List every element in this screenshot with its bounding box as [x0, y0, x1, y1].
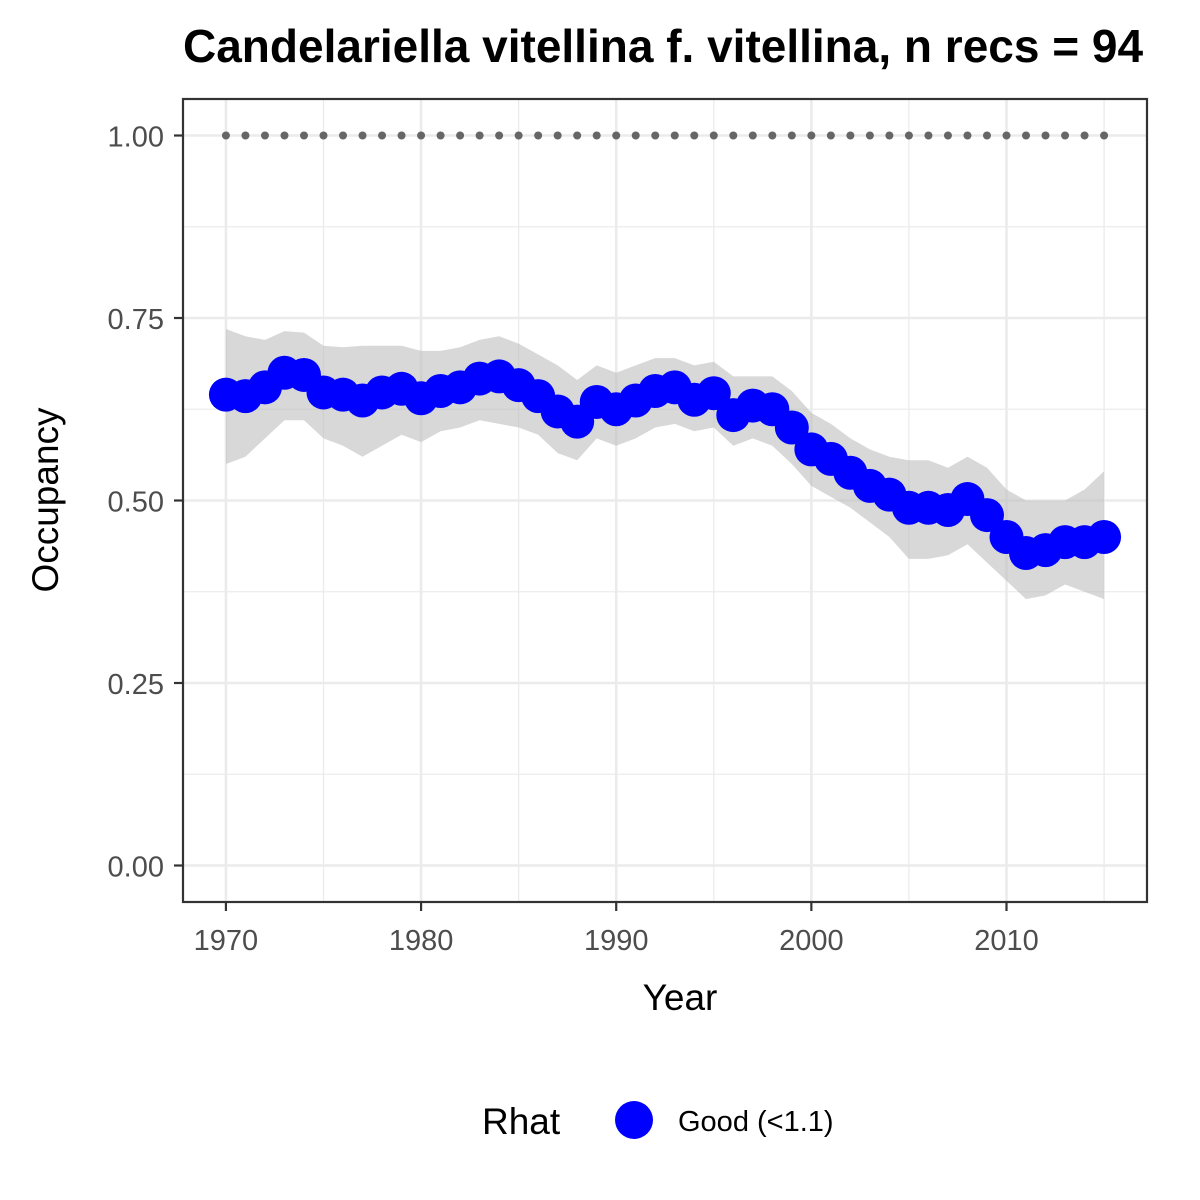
- legend-key-good: [615, 1101, 653, 1139]
- reference-dot: [417, 131, 426, 140]
- data-point: [1087, 520, 1122, 554]
- reference-dot: [1061, 131, 1070, 140]
- reference-dot: [631, 131, 640, 140]
- x-tick-label: 1980: [389, 925, 454, 957]
- reference-dot: [592, 131, 601, 140]
- y-axis-title: Occupancy: [25, 407, 66, 593]
- reference-dot: [885, 131, 894, 140]
- reference-dot: [865, 131, 874, 140]
- reference-dot: [1080, 131, 1089, 140]
- reference-dot: [378, 131, 387, 140]
- x-tick-label: 2000: [779, 925, 844, 957]
- reference-dot: [729, 131, 738, 140]
- y-tick-label: 1.00: [108, 122, 164, 154]
- x-axis: 1970 1980 1990 2000 2010: [194, 902, 1039, 957]
- reference-dot: [299, 131, 308, 140]
- reference-dot: [904, 131, 913, 140]
- y-tick-label: 0.75: [108, 304, 164, 336]
- reference-dot: [319, 131, 328, 140]
- reference-dot: [846, 131, 855, 140]
- reference-dot: [553, 131, 562, 140]
- y-tick-label: 0.25: [108, 669, 164, 701]
- x-tick-label: 1970: [194, 925, 259, 957]
- reference-dot: [670, 131, 679, 140]
- reference-dot: [768, 131, 777, 140]
- reference-dot: [709, 131, 718, 140]
- reference-dot: [612, 131, 621, 140]
- reference-dot: [339, 131, 348, 140]
- reference-dot: [397, 131, 406, 140]
- reference-dot: [1100, 131, 1109, 140]
- reference-line-dots: [221, 131, 1109, 140]
- reference-dot: [221, 131, 230, 140]
- reference-dot: [475, 131, 484, 140]
- legend-label-good: Good (<1.1): [678, 1106, 834, 1138]
- reference-dot: [924, 131, 933, 140]
- reference-dot: [260, 131, 269, 140]
- reference-dot: [807, 131, 816, 140]
- x-tick-label: 2010: [974, 925, 1039, 957]
- legend: Rhat Good (<1.1): [482, 1101, 834, 1142]
- occupancy-points: [208, 355, 1122, 571]
- reference-dot: [748, 131, 757, 140]
- reference-dot: [514, 131, 523, 140]
- reference-dot: [358, 131, 367, 140]
- x-axis-title: Year: [643, 977, 718, 1018]
- reference-dot: [943, 131, 952, 140]
- reference-dot: [280, 131, 289, 140]
- reference-dot: [573, 131, 582, 140]
- y-tick-label: 0.50: [108, 487, 164, 519]
- reference-dot: [690, 131, 699, 140]
- reference-dot: [534, 131, 543, 140]
- reference-dot: [1022, 131, 1031, 140]
- reference-dot: [963, 131, 972, 140]
- reference-dot: [436, 131, 445, 140]
- data-point: [774, 410, 809, 445]
- y-tick-label: 0.00: [108, 852, 164, 884]
- reference-dot: [495, 131, 504, 140]
- y-axis: 0.00 0.25 0.50 0.75 1.00: [108, 122, 183, 884]
- reference-dot: [1041, 131, 1050, 140]
- reference-dot: [1002, 131, 1011, 140]
- reference-dot: [982, 131, 991, 140]
- x-tick-label: 1990: [584, 925, 649, 957]
- reference-dot: [241, 131, 250, 140]
- reference-dot: [456, 131, 465, 140]
- reference-dot: [826, 131, 835, 140]
- chart-title: Candelariella vitellina f. vitellina, n …: [183, 20, 1143, 72]
- data-point: [696, 376, 731, 411]
- legend-title: Rhat: [482, 1101, 561, 1142]
- data-point: [969, 498, 1004, 533]
- reference-dot: [651, 131, 660, 140]
- reference-dot: [787, 131, 796, 140]
